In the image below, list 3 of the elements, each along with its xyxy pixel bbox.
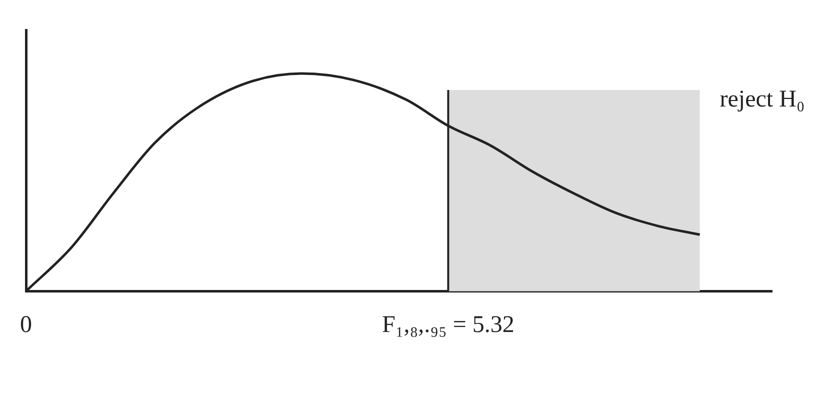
band-label: reject H₀	[720, 86, 805, 112]
x-tick-label: F₁,₈,.₉₅ = 5.32	[382, 312, 514, 338]
x-tick-label: 0	[20, 312, 32, 338]
